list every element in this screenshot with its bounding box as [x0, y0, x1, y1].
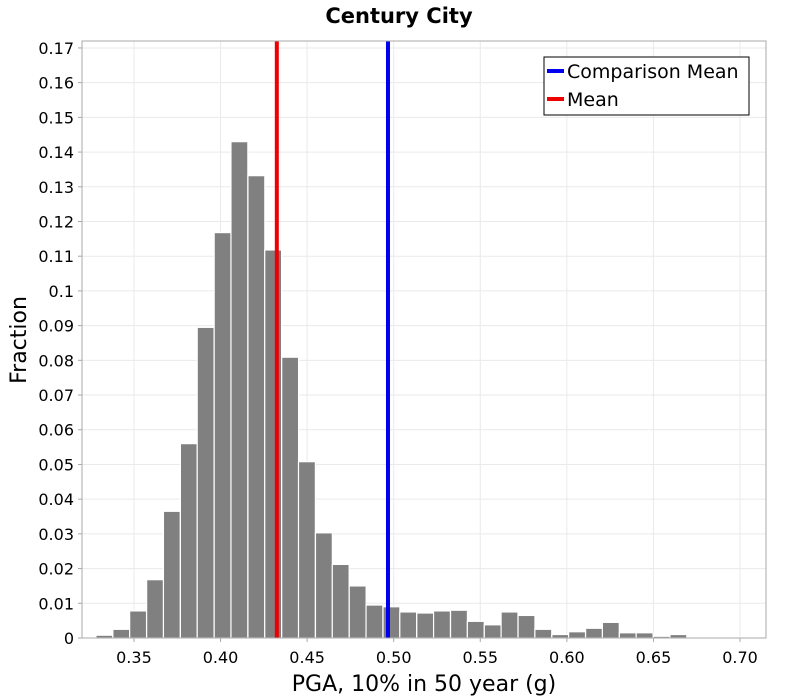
plot-area — [78, 40, 767, 639]
histogram-bars — [78, 141, 755, 639]
histogram-bar — [281, 356, 300, 639]
histogram-bar — [146, 579, 165, 639]
y-tick-label: 0.12 — [38, 212, 74, 231]
y-tick-label: 0.01 — [38, 594, 74, 613]
histogram-bar — [551, 633, 570, 639]
x-tick-label: 0.70 — [722, 648, 758, 667]
histogram-bar — [264, 249, 283, 639]
histogram-bar — [399, 611, 418, 639]
histogram-bar — [449, 609, 469, 639]
y-tick-label: 0.03 — [38, 525, 74, 544]
histogram-bar — [534, 628, 553, 639]
histogram-bar — [517, 614, 536, 639]
histogram-bar — [331, 563, 350, 639]
reference-lines — [274, 41, 390, 638]
histogram-bar — [382, 606, 401, 639]
legend-box — [543, 56, 750, 116]
histogram-bar — [162, 510, 181, 639]
legend: Comparison Mean Mean — [543, 56, 750, 116]
histogram-bar — [416, 612, 435, 639]
histogram-bar — [196, 326, 215, 639]
plot-border — [81, 40, 767, 639]
histogram-bar — [213, 231, 232, 639]
histogram-bar — [568, 631, 587, 639]
histogram-bar — [247, 175, 266, 639]
y-tick-label: 0.07 — [38, 386, 74, 405]
histogram-bar — [635, 632, 654, 639]
y-tick-label: 0.13 — [38, 178, 74, 197]
histogram-bar — [466, 620, 485, 639]
histogram-bar — [365, 604, 384, 639]
histogram-bar — [601, 621, 620, 639]
y-tick-label: 0.08 — [38, 351, 74, 370]
histogram-bar — [297, 461, 316, 639]
x-axis-ticks: 0.35 0.40 0.45 0.50 0.55 0.60 0.65 0.70 — [116, 638, 758, 667]
y-tick-label: 0.02 — [38, 560, 74, 579]
histogram-bar — [585, 627, 604, 639]
x-tick-label: 0.45 — [289, 648, 325, 667]
histogram-bar — [230, 141, 249, 639]
y-tick-label: 0.06 — [38, 421, 74, 440]
histogram-bar — [432, 610, 452, 639]
y-tick-label: 0.09 — [38, 317, 74, 336]
y-tick-label: 0.16 — [38, 74, 74, 93]
chart-title: Century City — [325, 4, 473, 28]
histogram-bar — [179, 443, 198, 639]
y-tick-label: 0.04 — [38, 490, 74, 509]
histogram-bar — [112, 628, 131, 639]
y-axis-ticks: 0 0.01 0.02 0.03 0.04 0.05 0.06 0.07 0.08 0.09 0.1… — [38, 39, 82, 648]
y-tick-label: 0 — [64, 629, 74, 648]
y-tick-label: 0.14 — [38, 143, 74, 162]
x-tick-label: 0.50 — [376, 648, 412, 667]
x-axis-label: PGA, 10% in 50 year (g) — [292, 672, 556, 697]
histogram-bar — [669, 633, 688, 639]
legend-label-comparison-mean: Comparison Mean — [567, 61, 739, 83]
histogram-bar — [314, 532, 333, 639]
y-tick-label: 0.15 — [38, 108, 74, 127]
x-tick-label: 0.60 — [549, 648, 585, 667]
x-tick-label: 0.35 — [116, 648, 152, 667]
x-tick-label: 0.40 — [203, 648, 239, 667]
x-tick-label: 0.55 — [462, 648, 498, 667]
histogram-bar — [129, 610, 148, 639]
y-tick-label: 0.05 — [38, 455, 74, 474]
histogram-bar — [483, 624, 502, 639]
y-tick-label: 0.1 — [49, 282, 74, 301]
y-tick-label: 0.17 — [38, 39, 74, 58]
y-axis-label: Fraction — [7, 296, 32, 384]
histogram-bar — [618, 632, 637, 639]
x-tick-label: 0.65 — [636, 648, 672, 667]
y-tick-label: 0.11 — [38, 247, 74, 266]
histogram-bar — [500, 611, 519, 639]
histogram-bar — [348, 585, 367, 639]
legend-label-mean: Mean — [567, 89, 619, 111]
